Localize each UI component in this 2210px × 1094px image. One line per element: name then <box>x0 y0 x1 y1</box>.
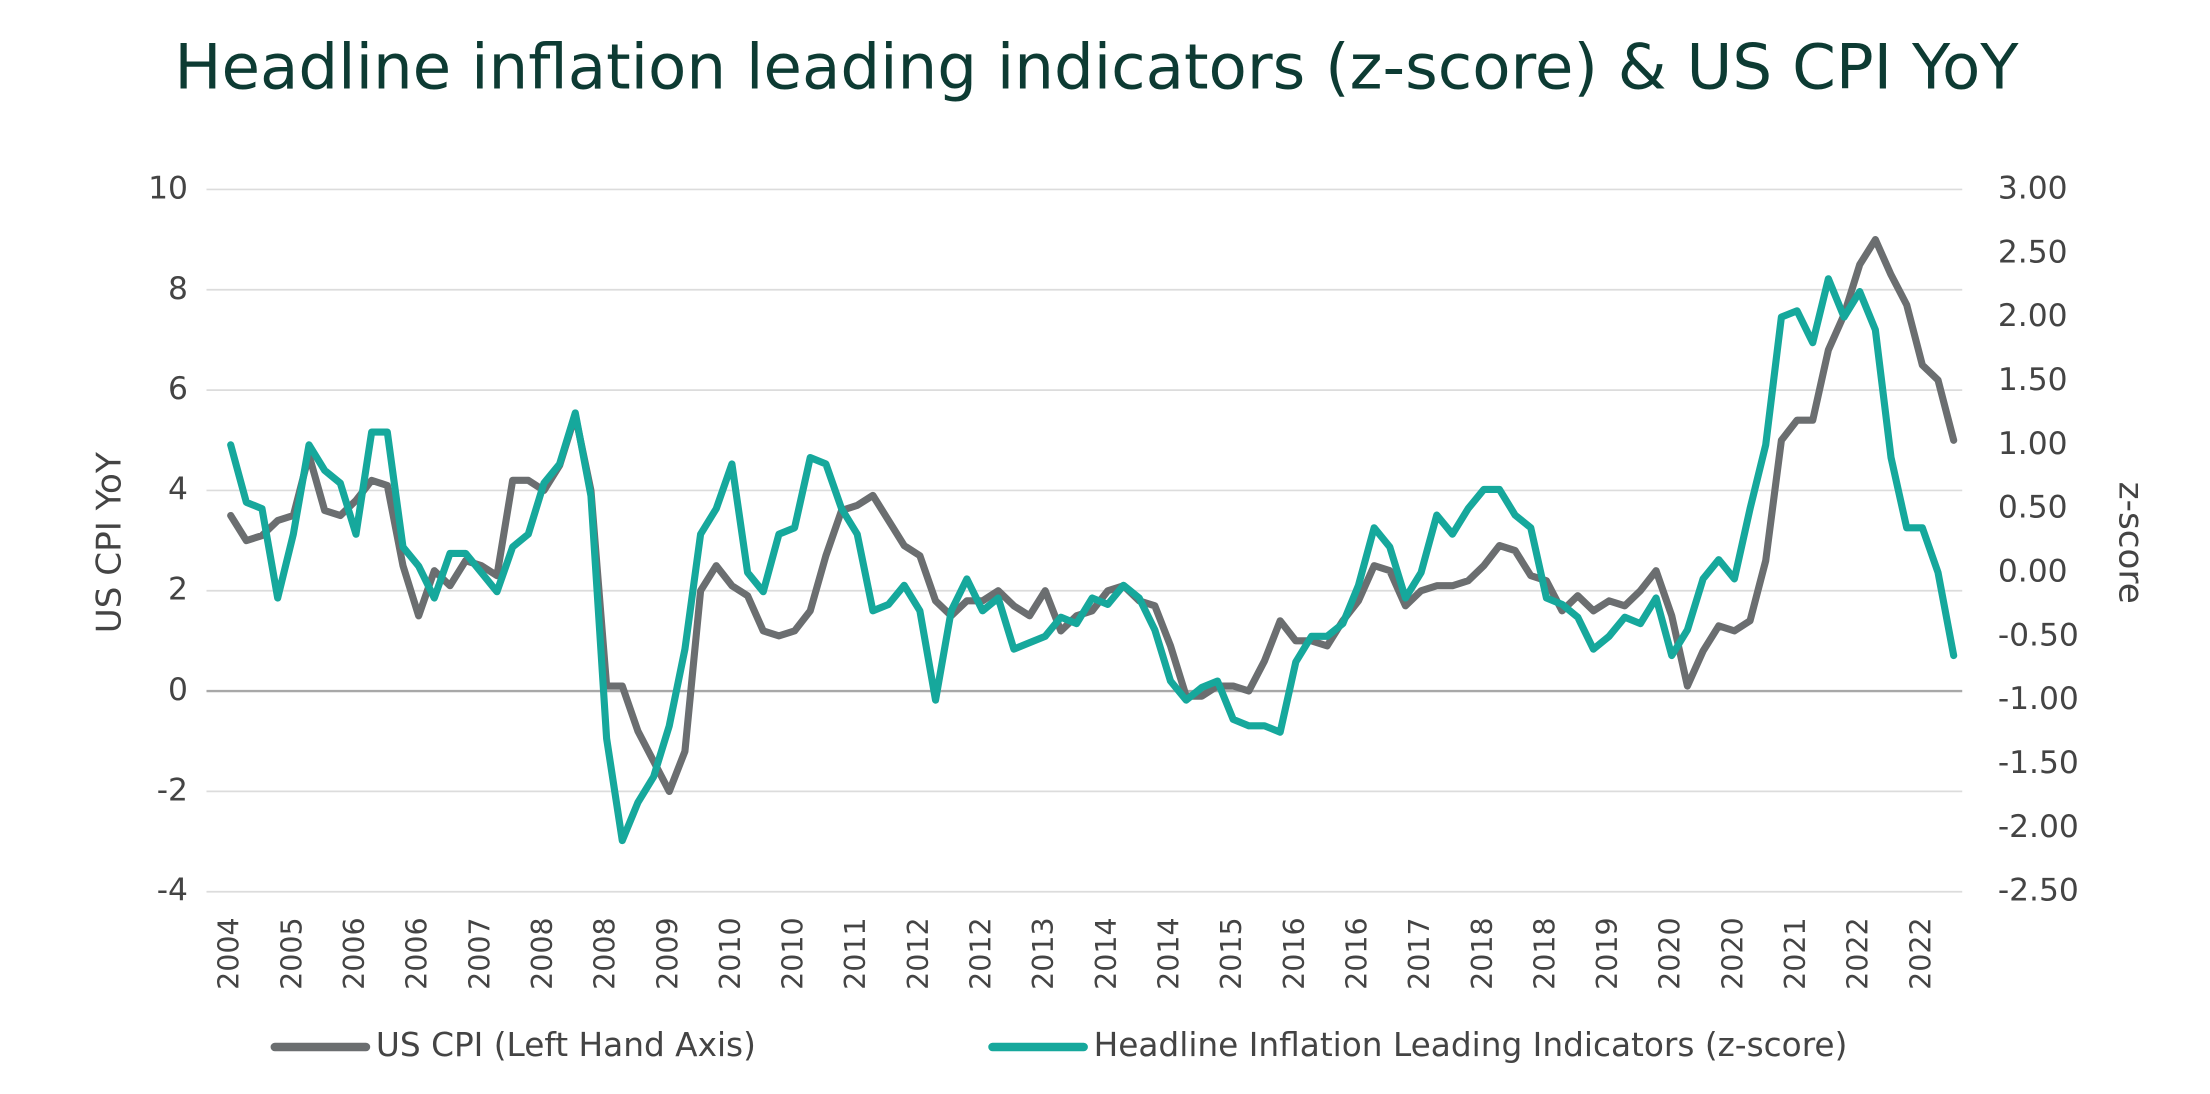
y2-tick-label: 2.00 <box>1998 298 2068 334</box>
x-tick-label: 2005 <box>275 917 308 989</box>
y-axis-title: US CPI YoY <box>90 452 130 633</box>
y-tick-label: 10 <box>148 170 188 206</box>
x-tick-label: 2022 <box>1904 917 1937 989</box>
y2-tick-label: 3.00 <box>1998 170 2068 206</box>
x-tick-label: 2017 <box>1403 917 1436 989</box>
y-tick-label: -4 <box>157 873 188 909</box>
x-tick-label: 2010 <box>777 917 810 989</box>
x-tick-label: 2004 <box>213 917 246 989</box>
x-tick-label: 2015 <box>1215 917 1248 989</box>
x-tick-label: 2006 <box>338 917 371 989</box>
x-tick-label: 2010 <box>714 917 747 989</box>
y2-tick-label: -2.00 <box>1998 809 2079 845</box>
y-tick-label: 2 <box>168 572 188 608</box>
y2-axis-title: z-score <box>2110 482 2150 604</box>
x-tick-label: 2008 <box>589 917 622 989</box>
x-tick-label: 2012 <box>902 917 935 989</box>
x-tick-label: 2011 <box>839 917 872 989</box>
x-tick-label: 2013 <box>1027 917 1060 989</box>
x-tick-label: 2006 <box>401 917 434 989</box>
x-tick-label: 2016 <box>1340 917 1373 989</box>
x-tick-label: 2012 <box>965 917 998 989</box>
y-tick-label: 6 <box>168 371 188 407</box>
x-tick-label: 2021 <box>1779 917 1812 989</box>
y2-tick-label: 0.00 <box>1998 554 2068 590</box>
y2-tick-label: -1.50 <box>1998 745 2079 781</box>
x-tick-label: 2009 <box>651 917 684 989</box>
y2-tick-label: -0.50 <box>1998 617 2079 653</box>
y2-tick-label: -2.50 <box>1998 873 2079 909</box>
legend-label: Headline Inflation Leading Indicators (z… <box>1094 1026 1848 1064</box>
x-tick-label: 2007 <box>463 917 496 989</box>
y-tick-label: 4 <box>168 471 188 507</box>
y2-tick-label: -1.00 <box>1998 681 2079 717</box>
y-tick-label: 0 <box>168 672 188 708</box>
legend-label: US CPI (Left Hand Axis) <box>376 1026 756 1064</box>
x-tick-label: 2014 <box>1090 917 1123 989</box>
x-tick-label: 2018 <box>1466 917 1499 989</box>
x-tick-label: 2019 <box>1591 917 1624 989</box>
y2-tick-label: 1.50 <box>1998 362 2068 398</box>
x-tick-label: 2014 <box>1153 917 1186 989</box>
x-tick-label: 2020 <box>1654 917 1687 989</box>
y-tick-label: 8 <box>168 271 188 307</box>
x-tick-label: 2018 <box>1528 917 1561 989</box>
series-line <box>227 236 1958 796</box>
y2-tick-label: 2.50 <box>1998 234 2068 270</box>
y2-tick-label: 0.50 <box>1998 490 2068 526</box>
series-line <box>227 275 1958 845</box>
y2-tick-label: 1.00 <box>1998 426 2068 462</box>
y-tick-label: -2 <box>157 772 188 808</box>
x-tick-label: 2022 <box>1842 917 1875 989</box>
x-tick-label: 2016 <box>1278 917 1311 989</box>
x-tick-label: 2020 <box>1716 917 1749 989</box>
chart-title: Headline inflation leading indicators (z… <box>174 30 2019 103</box>
x-tick-label: 2008 <box>526 917 559 989</box>
